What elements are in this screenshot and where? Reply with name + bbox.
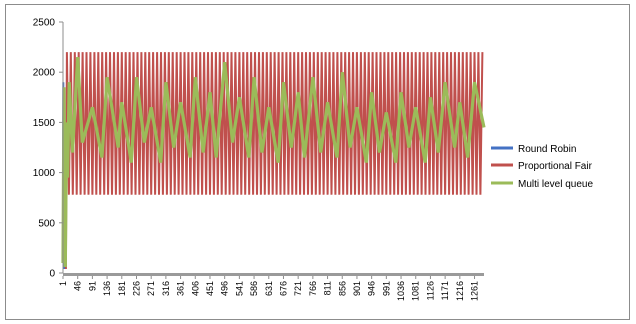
- series-line: [62, 52, 484, 270]
- x-tick-label: 946: [367, 281, 377, 296]
- x-tick-label: 676: [278, 281, 288, 296]
- legend-item: Multi level queue: [491, 179, 593, 190]
- x-tick-label: 496: [220, 281, 230, 296]
- y-axis: 0 500 1000 1500 2000 2500: [33, 18, 64, 280]
- x-tick-label: 451: [205, 281, 215, 296]
- chart-frame: 0 500 1000 1500 2000 2500 1 46 91 136 181 226 271 31…: [5, 4, 630, 320]
- x-tick-label: 766: [308, 281, 318, 296]
- x-tick-label: 136: [102, 281, 112, 296]
- y-tick-label: 1000: [33, 168, 56, 179]
- x-tick-label: 46: [73, 281, 83, 291]
- legend: Round Robin Proportional Fair Multi level …: [491, 144, 593, 190]
- x-tick-label: 811: [323, 281, 333, 295]
- x-axis-line: [63, 273, 484, 276]
- x-tick-label: 1126: [425, 281, 435, 300]
- x-tick-label: 361: [176, 281, 186, 296]
- x-tick-label: 91: [87, 281, 97, 291]
- plot-area: [61, 52, 486, 270]
- x-tick-label: 721: [293, 281, 303, 296]
- x-tick-label: 901: [352, 281, 362, 296]
- legend-label: Multi level queue: [518, 179, 593, 190]
- y-tick-label: 2000: [33, 68, 56, 79]
- y-tick-label: 2500: [33, 18, 56, 29]
- x-tick-label: 271: [146, 281, 156, 296]
- line-chart: 0 500 1000 1500 2000 2500 1 46 91 136 181 226 271 31…: [33, 18, 594, 302]
- y-tick-label: 500: [38, 218, 55, 229]
- x-tick-label: 316: [161, 281, 171, 296]
- legend-label: Proportional Fair: [518, 161, 593, 172]
- x-tick-label: 991: [381, 281, 391, 296]
- series-line: [61, 57, 486, 268]
- x-tick-label: 1036: [396, 281, 406, 301]
- x-tick-label: 226: [131, 281, 141, 296]
- x-axis: 1 46 91 136 181 226 271 316 361 406 451 496 541 586 63…: [58, 273, 484, 301]
- y-tick-label: 1500: [33, 118, 56, 129]
- x-tick-label: 1216: [455, 281, 465, 301]
- x-tick-label: 1261: [470, 281, 480, 301]
- x-tick-label: 1171: [440, 281, 450, 300]
- legend-label: Round Robin: [518, 144, 576, 155]
- legend-item: Proportional Fair: [491, 161, 593, 172]
- x-tick-label: 1081: [411, 281, 421, 301]
- y-tick-label: 0: [49, 269, 55, 280]
- x-tick-label: 856: [337, 281, 347, 296]
- x-tick-label: 586: [249, 281, 259, 296]
- x-tick-label: 1: [58, 281, 68, 286]
- series-multi-level-queue: [61, 57, 486, 268]
- x-tick-label: 541: [234, 281, 244, 296]
- x-tick-label: 406: [190, 281, 200, 296]
- x-tick-label: 631: [264, 281, 274, 296]
- legend-item: Round Robin: [491, 144, 576, 155]
- x-tick-label: 181: [117, 281, 127, 296]
- series-proportional-fair: [62, 52, 484, 270]
